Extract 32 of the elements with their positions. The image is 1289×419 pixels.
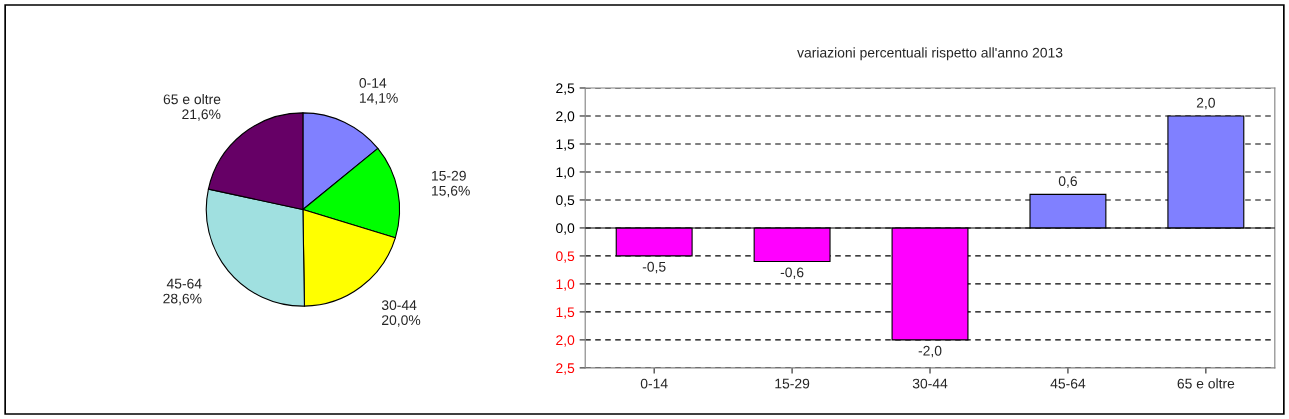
y-tick-label: 1,0 <box>556 279 575 291</box>
y-tick-label: 2,5 <box>556 363 575 375</box>
data-label: 2,0 <box>1196 97 1215 110</box>
y-tick-label: 0,5 <box>556 251 575 263</box>
slice-label: 45-64 <box>166 278 202 289</box>
slice-label: 15-29 <box>432 170 466 181</box>
y-tick-label: 1,5 <box>556 307 575 319</box>
y-tick-label: 0,0 <box>556 223 575 235</box>
x-tick-label: 45-64 <box>1050 378 1086 389</box>
data-label: 20,0% <box>382 315 421 327</box>
x-tick-label: 65 e oltre <box>1177 378 1235 389</box>
y-tick-label: 2,0 <box>556 111 575 123</box>
data-label: 21,6% <box>182 109 221 121</box>
slice-label: 0-14 <box>359 78 387 88</box>
data-label: 14,1% <box>359 93 398 105</box>
y-tick-label: 2,5 <box>556 83 575 95</box>
data-label: 28,6% <box>163 293 202 306</box>
x-tick-label: 30-44 <box>912 378 948 389</box>
x-tick-label: 15-29 <box>775 378 810 389</box>
x-tick-label: 0-14 <box>640 378 668 389</box>
data-label: -0,6 <box>780 267 804 279</box>
y-tick-label: 0,5 <box>556 195 575 207</box>
slice-label: 30-44 <box>381 300 417 311</box>
data-label: -0,5 <box>642 261 666 274</box>
y-tick-label: 1,0 <box>556 167 575 179</box>
data-label: -2,0 <box>918 345 942 358</box>
chart-title: variazioni percentuali rispetto all'anno 2013 <box>797 47 1063 61</box>
y-tick-label: 1,5 <box>556 139 575 151</box>
data-label: 15,6% <box>432 185 470 198</box>
y-tick-label: 2,0 <box>556 335 575 347</box>
data-label: 0,6 <box>1058 176 1077 188</box>
slice-label: 65 e oltre <box>163 94 221 105</box>
